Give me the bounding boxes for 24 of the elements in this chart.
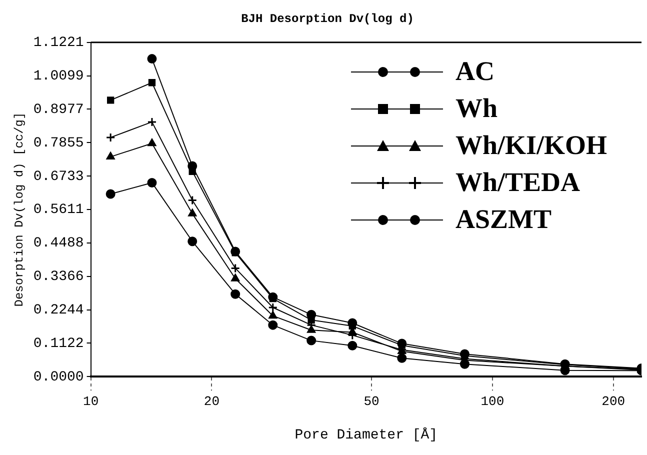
y-tick-label: 0.1122 [33, 336, 84, 352]
y-tick-label: 1.1221 [33, 35, 84, 52]
y-tick-label: 1.0099 [33, 68, 84, 85]
x-tick-label: 200 [602, 394, 626, 409]
y-tick-label: 0.5611 [33, 202, 84, 218]
x-tick-label: 50 [364, 394, 380, 409]
legend-label: Wh/TEDA [455, 167, 580, 198]
y-tick-label: 0.3366 [33, 269, 84, 286]
y-tick-label: 0.4488 [33, 236, 84, 252]
chart-title: BJH Desorption Dv(log d) [241, 12, 414, 26]
legend-label: Wh/KI/KOH [455, 130, 607, 162]
x-tick-label: 20 [204, 394, 220, 409]
x-tick-label: 10 [83, 394, 99, 409]
x-tick-label: 100 [480, 394, 504, 409]
x-axis-title: Pore Diameter [Å] [294, 426, 438, 444]
legend-label: AC [455, 56, 494, 88]
y-tick-label: 0.2244 [33, 302, 84, 318]
y-tick-label: 0.7855 [33, 135, 84, 152]
y-tick-label: 0.0000 [33, 369, 84, 386]
y-tick-label: 0.6733 [33, 168, 84, 185]
legend-label: ASZMT [455, 204, 552, 236]
y-tick-label: 0.8977 [33, 102, 84, 118]
legend-label: Wh [455, 93, 498, 124]
y-axis-title: Desorption Dv(log d) [cc/g] [12, 112, 26, 307]
